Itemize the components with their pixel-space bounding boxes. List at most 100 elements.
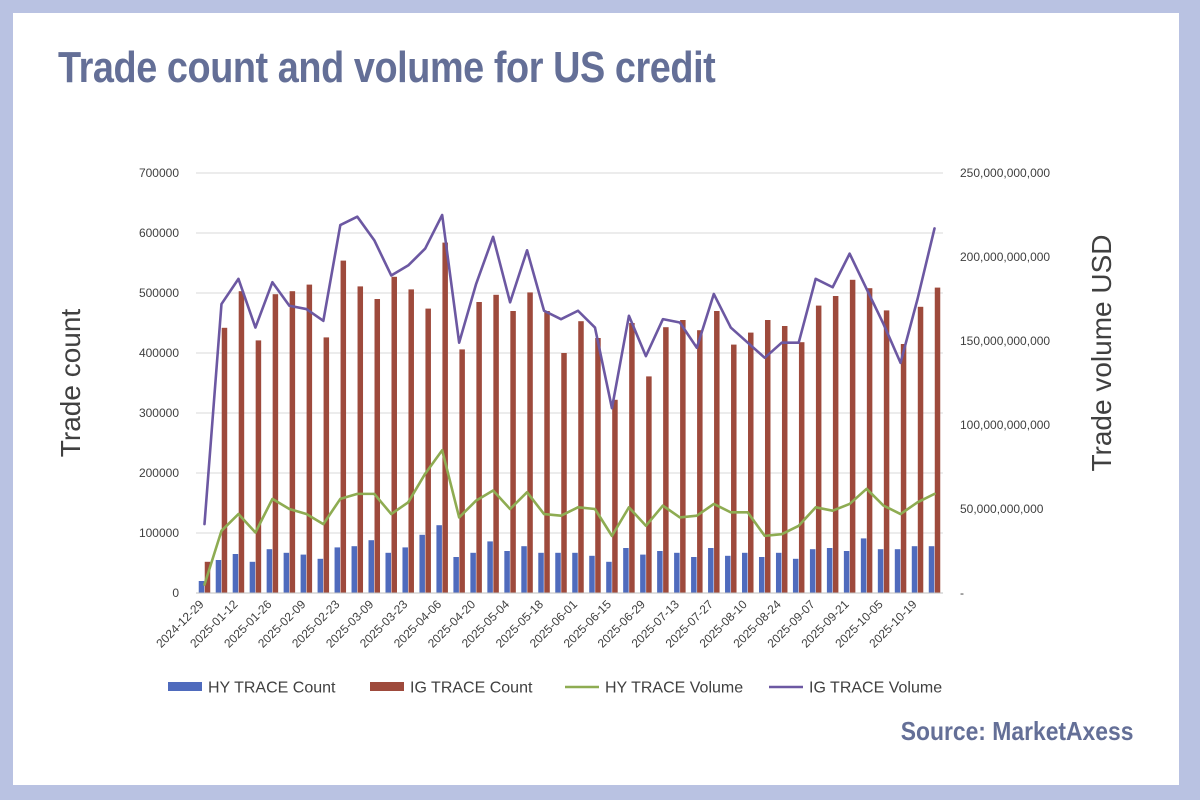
y-right-tick-label: 250,000,000,000 bbox=[960, 166, 1050, 180]
bar-hy-trace-count bbox=[792, 558, 799, 593]
bar-hy-trace-count bbox=[691, 557, 697, 593]
bar-ig-trace-count bbox=[714, 311, 720, 593]
bar-ig-trace-count bbox=[595, 338, 601, 593]
legend-swatch-hy-trace-count bbox=[168, 682, 202, 691]
bar-hy-trace-count bbox=[555, 552, 561, 593]
bar-ig-trace-count bbox=[917, 306, 924, 593]
bar-hy-trace-count bbox=[487, 541, 493, 593]
y-tick-label: 700000 bbox=[139, 166, 179, 180]
y-tick-label: 100000 bbox=[139, 526, 179, 540]
bar-hy-trace-count bbox=[521, 546, 527, 593]
bar-ig-trace-count bbox=[374, 299, 381, 593]
bar-ig-trace-count bbox=[221, 327, 228, 593]
bar-hy-trace-count bbox=[911, 546, 918, 593]
bar-ig-trace-count bbox=[272, 294, 279, 593]
bar-hy-trace-count bbox=[436, 525, 442, 593]
bar-hy-trace-count bbox=[623, 548, 629, 593]
bar-hy-trace-count bbox=[453, 557, 459, 593]
bar-hy-trace-count bbox=[928, 546, 935, 593]
bar-hy-trace-count bbox=[351, 546, 358, 593]
bar-ig-trace-count bbox=[425, 308, 431, 593]
bar-ig-trace-count bbox=[934, 287, 941, 593]
bar-hy-trace-count bbox=[334, 547, 341, 593]
bar-hy-trace-count bbox=[249, 561, 256, 593]
line-ig-trace-volume bbox=[203, 213, 936, 526]
y-tick-label: 0 bbox=[172, 586, 179, 600]
bar-hy-trace-count bbox=[843, 551, 850, 593]
chart-card: Trade count and volume for US credit 0 10… bbox=[13, 13, 1179, 785]
bar-hy-trace-count bbox=[758, 557, 765, 593]
bar-ig-trace-count bbox=[510, 311, 516, 593]
bar-ig-trace-count bbox=[340, 260, 347, 593]
chart-title: Trade count and volume for US credit bbox=[58, 43, 716, 92]
legend-swatch-ig-trace-count bbox=[370, 682, 404, 691]
bar-ig-trace-count bbox=[527, 292, 533, 593]
bar-hy-trace-count bbox=[419, 534, 425, 593]
bar-hy-trace-count bbox=[504, 551, 510, 593]
bar-hy-trace-count bbox=[402, 547, 408, 593]
source-note: Source: MarketAxess bbox=[900, 716, 1133, 746]
bar-ig-trace-count bbox=[731, 344, 737, 593]
bar-hy-trace-count bbox=[606, 561, 612, 593]
bar-ig-trace-count bbox=[357, 286, 364, 593]
chart-area: 0 100000 200000 300000 400000 500000 600000 700… bbox=[55, 166, 1117, 697]
bar-hy-trace-count bbox=[283, 552, 290, 593]
bar-hy-trace-count bbox=[674, 552, 680, 593]
y-right-tick-label: 200,000,000,000 bbox=[960, 250, 1050, 264]
bar-ig-trace-count bbox=[697, 330, 703, 593]
bar-hy-trace-count bbox=[826, 548, 833, 593]
y-right-tick-label: - bbox=[960, 586, 964, 600]
bar-ig-trace-count bbox=[493, 294, 499, 593]
bar-ig-trace-count bbox=[900, 344, 907, 593]
y-tick-label: 600000 bbox=[139, 226, 179, 240]
bar-ig-trace-count bbox=[561, 353, 567, 593]
y-right-tick-label: 150,000,000,000 bbox=[960, 334, 1050, 348]
bar-ig-trace-count bbox=[544, 311, 550, 593]
legend-label-ig-trace-volume: IG TRACE Volume bbox=[809, 680, 942, 697]
legend-label-hy-trace-count: HY TRACE Count bbox=[208, 680, 336, 697]
y-tick-label: 400000 bbox=[139, 346, 179, 360]
bar-ig-trace-count bbox=[764, 320, 771, 593]
bar-hy-trace-count bbox=[775, 552, 782, 593]
bar-ig-trace-count bbox=[323, 337, 330, 593]
bar-hy-trace-count bbox=[385, 552, 391, 593]
bar-ig-trace-count bbox=[459, 349, 465, 593]
bar-hy-trace-count bbox=[572, 552, 578, 593]
bar-hy-trace-count bbox=[368, 540, 375, 593]
bar-ig-trace-count bbox=[781, 326, 788, 593]
bar-ig-trace-count bbox=[748, 332, 754, 593]
legend-label-ig-trace-count: IG TRACE Count bbox=[410, 680, 533, 697]
bar-hy-trace-count bbox=[215, 560, 222, 593]
bar-ig-trace-count bbox=[680, 320, 686, 593]
bar-ig-trace-count bbox=[408, 289, 414, 593]
bar-ig-trace-count bbox=[849, 279, 856, 593]
y-right-tick-label: 50,000,000,000 bbox=[960, 502, 1044, 516]
bar-hy-trace-count bbox=[317, 558, 324, 593]
bar-ig-trace-count bbox=[306, 284, 313, 593]
bar-ig-trace-count bbox=[815, 305, 822, 593]
series-lines bbox=[203, 213, 936, 586]
legend: HY TRACE Count IG TRACE Count HY TRACE Vol… bbox=[168, 680, 942, 697]
bar-hy-trace-count bbox=[470, 552, 476, 593]
bar-ig-trace-count bbox=[646, 376, 652, 593]
bar-ig-trace-count bbox=[578, 321, 584, 593]
bar-hy-trace-count bbox=[877, 549, 884, 593]
y-tick-label: 200000 bbox=[139, 466, 179, 480]
bar-ig-trace-count bbox=[238, 291, 245, 593]
y-axis-title: Trade count bbox=[55, 309, 86, 458]
bar-hy-trace-count bbox=[742, 552, 748, 593]
bar-hy-trace-count bbox=[708, 548, 714, 593]
bar-hy-trace-count bbox=[640, 554, 646, 593]
bar-ig-trace-count bbox=[883, 310, 890, 593]
bar-hy-trace-count bbox=[860, 538, 867, 593]
bar-ig-trace-count bbox=[663, 327, 669, 593]
y-tick-label: 500000 bbox=[139, 286, 179, 300]
y-right-tick-label: 100,000,000,000 bbox=[960, 418, 1050, 432]
bar-ig-trace-count bbox=[832, 296, 839, 593]
line-hy-trace-volume bbox=[203, 448, 936, 586]
bar-hy-trace-count bbox=[198, 581, 205, 593]
bar-ig-trace-count bbox=[255, 340, 262, 593]
y-tick-label: 300000 bbox=[139, 406, 179, 420]
bar-hy-trace-count bbox=[232, 554, 239, 593]
bar-ig-trace-count bbox=[289, 291, 296, 593]
